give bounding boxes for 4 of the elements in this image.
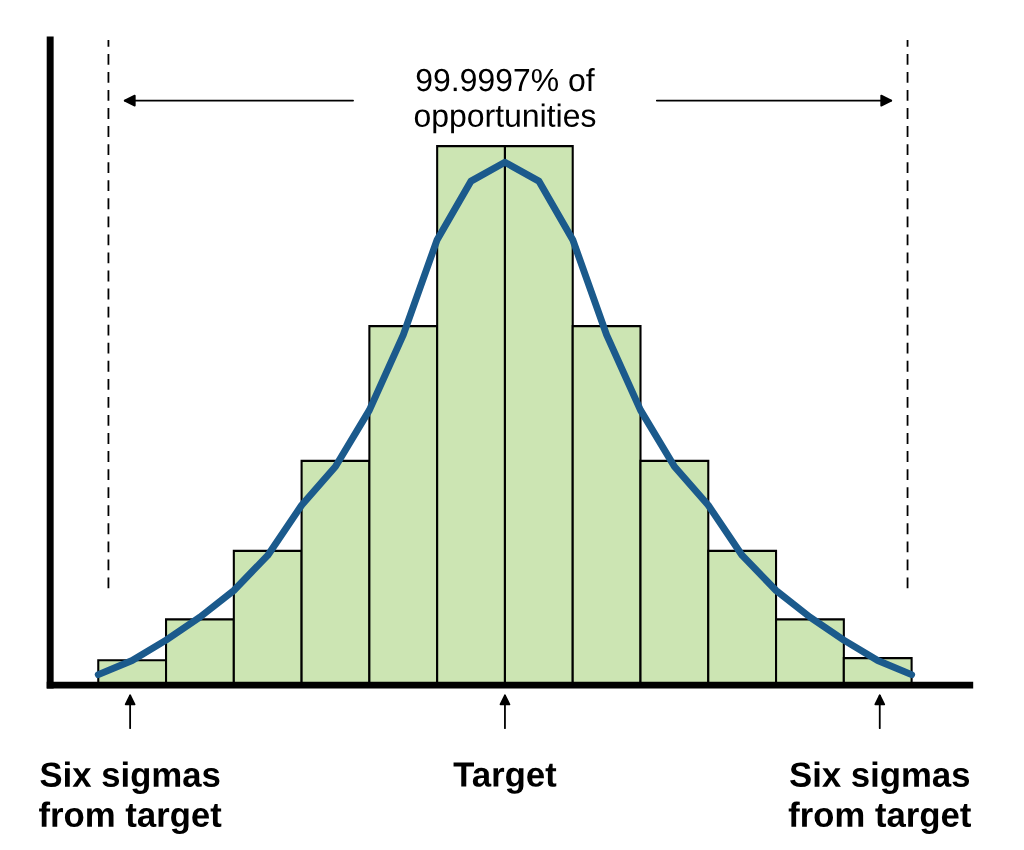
text: 99.9997% of opportunities <box>414 67 596 134</box>
text: Six sigmas from target <box>39 761 222 835</box>
text: Target <box>453 762 557 794</box>
text: Six sigmas from target <box>788 761 971 835</box>
